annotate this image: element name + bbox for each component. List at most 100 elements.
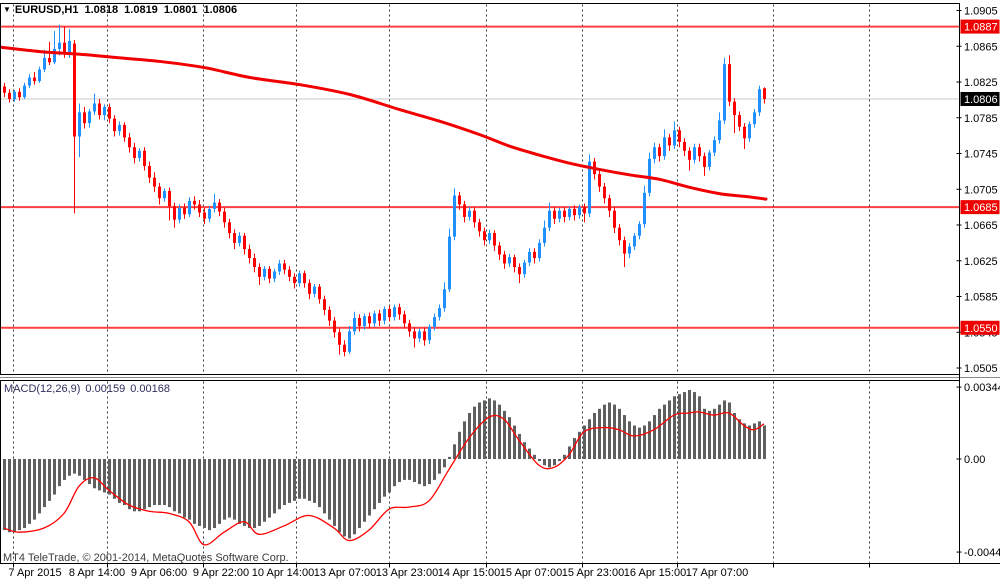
candle-body: [398, 307, 401, 315]
macd-histogram-bar: [68, 459, 71, 476]
badge-price-label: 1.0550: [964, 323, 998, 335]
macd-histogram-bar: [338, 459, 341, 533]
macd-histogram-bar: [523, 442, 526, 459]
macd-histogram-bar: [728, 402, 731, 459]
macd-histogram-bar: [78, 459, 81, 476]
candle-body: [43, 57, 46, 70]
macd-histogram-bar: [743, 423, 746, 459]
candle-body: [663, 137, 666, 157]
macd-histogram-bar: [383, 459, 386, 497]
candle-body: [118, 124, 121, 132]
macd-histogram-bar: [688, 389, 691, 459]
macd-histogram-bar: [458, 431, 461, 459]
candle-body: [698, 147, 701, 157]
macd-histogram-bar: [283, 459, 286, 506]
macd-histogram-bar: [63, 459, 66, 480]
candle-body: [328, 309, 331, 321]
macd-histogram-bar: [163, 459, 166, 506]
macd-histogram-bar: [388, 459, 391, 493]
macd-histogram-bar: [218, 459, 221, 524]
candle-body: [438, 308, 441, 318]
macd-histogram-bar: [578, 431, 581, 459]
macd-histogram-bar: [8, 459, 11, 533]
macd-histogram-bar: [143, 459, 146, 510]
macd-histogram-bar: [718, 404, 721, 459]
candle-body: [368, 316, 371, 324]
symbol-dropdown-icon[interactable]: ▼: [3, 5, 11, 14]
candle-body: [498, 245, 501, 255]
macd-histogram-bar: [263, 459, 266, 522]
candle-body: [613, 210, 616, 228]
macd-histogram-bar: [158, 459, 161, 506]
candle-body: [83, 112, 86, 124]
macd-histogram-bar: [683, 392, 686, 459]
macd-histogram-bar: [703, 408, 706, 459]
macd-histogram-bar: [43, 459, 46, 508]
candle-body: [753, 112, 756, 125]
macd-axis-label: 0.00344: [964, 382, 1000, 394]
candle-body: [648, 158, 651, 193]
candle-body: [608, 198, 611, 211]
candle-body: [568, 208, 571, 217]
candle-body: [308, 283, 311, 294]
candle-body: [683, 141, 686, 151]
macd-histogram-bar: [763, 425, 766, 459]
macd-histogram-bar: [248, 459, 251, 529]
candle-body: [703, 156, 706, 167]
macd-histogram-bar: [483, 400, 486, 459]
macd-histogram-bar: [183, 459, 186, 518]
candle-body: [653, 147, 656, 159]
macd-histogram-bar: [673, 396, 676, 459]
macd-histogram-bar: [188, 459, 191, 520]
macd-histogram-bar: [353, 459, 356, 535]
candle-body: [73, 43, 76, 137]
macd-histogram-bar: [368, 459, 371, 516]
candle-body: [543, 227, 546, 243]
candle-body: [273, 271, 276, 279]
macd-histogram-bar: [48, 459, 51, 501]
macd-histogram-bar: [133, 459, 136, 512]
candle-body: [463, 204, 466, 217]
macd-histogram-bar: [398, 459, 401, 483]
macd-histogram-bar: [748, 425, 751, 459]
macd-histogram-bar: [278, 459, 281, 510]
price-tick-label: 1.0665: [964, 220, 998, 232]
candle-body: [373, 313, 376, 324]
level-price-badge: [960, 19, 1000, 34]
macd-histogram-bar: [448, 456, 451, 459]
time-axis-label: 13 Apr 07:00: [314, 567, 376, 579]
badge-price-label: 1.0685: [964, 202, 998, 214]
time-axis-label: 8 Apr 14:00: [69, 567, 125, 579]
macd-histogram-bar: [613, 404, 616, 459]
candle-body: [448, 236, 451, 290]
macd-histogram-bar: [103, 459, 106, 493]
candle-body: [123, 124, 126, 138]
macd-histogram-bar: [513, 425, 516, 459]
candle-body: [658, 147, 661, 157]
candle-body: [548, 210, 551, 228]
macd-histogram-bar: [573, 438, 576, 459]
candle-body: [8, 92, 11, 99]
macd-histogram-bar: [473, 406, 476, 459]
macd-histogram-bar: [73, 459, 76, 474]
candle-body: [403, 314, 406, 324]
macd-histogram-bar: [723, 400, 726, 459]
macd-histogram-bar: [638, 427, 641, 459]
macd-histogram-bar: [308, 459, 311, 501]
macd-histogram-bar: [553, 459, 556, 466]
macd-histogram-bar: [128, 459, 131, 510]
price-tick-label: 1.0785: [964, 113, 998, 125]
candle-body: [423, 331, 426, 341]
candle-body: [223, 211, 226, 223]
candle-body: [623, 240, 626, 254]
macd-histogram-bar: [738, 419, 741, 459]
candle-body: [103, 107, 106, 116]
macd-histogram-bar: [548, 459, 551, 468]
price-tick-label: 1.0745: [964, 149, 998, 161]
macd-histogram-bar: [428, 459, 431, 485]
price-tick-label: 1.0585: [964, 292, 998, 304]
moving-average-line: [0, 45, 768, 201]
candle-body: [173, 206, 176, 220]
candle-body: [208, 208, 211, 219]
